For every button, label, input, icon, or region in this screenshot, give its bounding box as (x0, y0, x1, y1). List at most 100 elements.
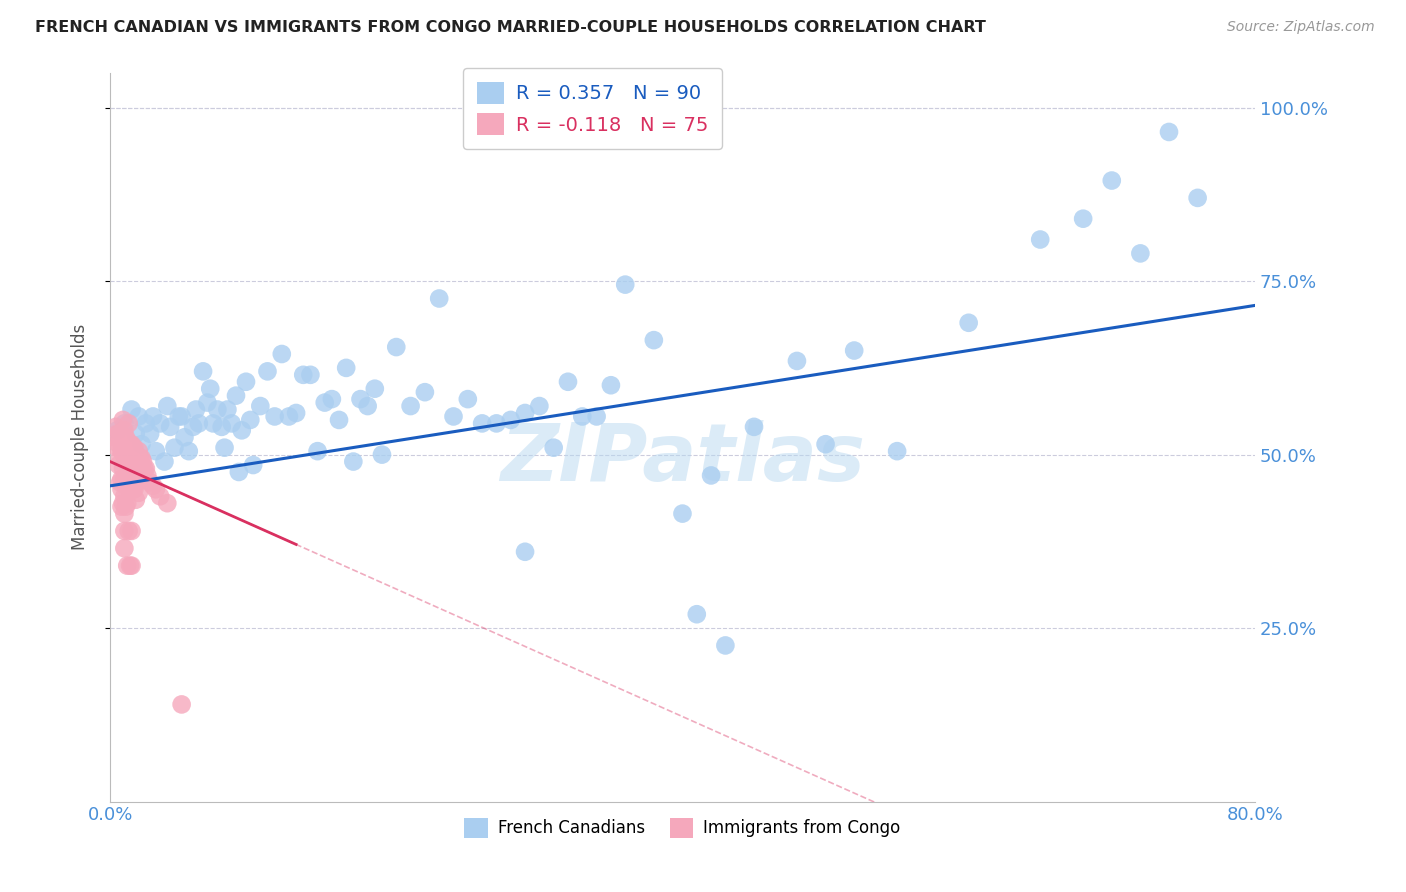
Point (1129, 246, 1152, 260)
Point (285, 406, 308, 420)
Point (112, 423, 135, 437)
Point (385, 340, 408, 354)
Point (120, 479, 142, 493)
Point (217, 402, 239, 417)
Point (321, 392, 343, 406)
Point (121, 437, 143, 451)
Point (127, 454, 149, 468)
Point (700, 468, 723, 483)
Point (114, 500, 136, 514)
Point (112, 524, 135, 538)
Point (121, 524, 143, 538)
Point (114, 430, 136, 444)
Point (844, 343, 866, 358)
Point (135, 417, 157, 431)
Point (124, 441, 146, 455)
Legend: French Canadians, Immigrants from Congo: French Canadians, Immigrants from Congo (458, 812, 907, 844)
Point (112, 417, 135, 431)
Point (270, 347, 292, 361)
Point (131, 437, 153, 451)
Point (814, 437, 837, 451)
Point (124, 483, 146, 497)
Point (307, 444, 329, 458)
Point (108, 426, 131, 441)
Point (202, 417, 225, 431)
Point (118, 479, 141, 493)
Point (110, 444, 132, 458)
Point (742, 420, 765, 434)
Y-axis label: Married-couple Households: Married-couple Households (72, 324, 89, 550)
Point (142, 409, 165, 424)
Point (131, 472, 153, 486)
Point (105, 426, 128, 441)
Point (128, 485, 150, 500)
Point (120, 437, 142, 451)
Point (112, 489, 135, 503)
Point (686, 607, 709, 622)
Point (957, 316, 980, 330)
Point (117, 454, 139, 468)
Point (786, 354, 808, 368)
Point (128, 465, 150, 479)
Point (108, 451, 131, 466)
Point (207, 402, 229, 417)
Point (105, 423, 128, 437)
Point (228, 465, 250, 479)
Point (139, 475, 162, 490)
Point (643, 333, 665, 347)
Point (156, 496, 179, 510)
Point (413, 385, 436, 400)
Point (671, 507, 693, 521)
Point (263, 409, 285, 424)
Point (211, 420, 233, 434)
Point (1071, 211, 1094, 226)
Point (1157, 125, 1180, 139)
Point (513, 406, 536, 420)
Point (125, 472, 148, 486)
Point (117, 558, 139, 573)
Point (122, 461, 145, 475)
Point (181, 420, 204, 434)
Point (104, 420, 127, 434)
Point (1029, 233, 1052, 247)
Point (349, 392, 371, 406)
Point (342, 454, 364, 468)
Point (356, 399, 378, 413)
Point (242, 458, 264, 472)
Point (471, 417, 494, 431)
Point (299, 368, 322, 382)
Point (529, 399, 551, 413)
Point (112, 448, 135, 462)
Point (107, 458, 129, 472)
Point (117, 434, 139, 448)
Point (173, 430, 195, 444)
Point (111, 437, 134, 451)
Point (136, 468, 159, 483)
Point (110, 483, 132, 497)
Point (170, 698, 193, 712)
Point (156, 399, 179, 413)
Point (125, 451, 148, 466)
Point (142, 479, 165, 493)
Point (191, 364, 214, 378)
Point (118, 524, 141, 538)
Point (427, 292, 450, 306)
Point (886, 444, 908, 458)
Point (110, 500, 132, 514)
Point (371, 448, 394, 462)
Point (600, 378, 623, 392)
Point (200, 382, 222, 396)
Point (231, 423, 253, 437)
Point (122, 483, 145, 497)
Point (121, 479, 143, 493)
Point (557, 375, 579, 389)
Point (114, 479, 136, 493)
Point (1187, 191, 1209, 205)
Point (145, 483, 167, 497)
Point (177, 444, 200, 458)
Point (132, 454, 155, 468)
Point (122, 441, 145, 455)
Point (129, 451, 152, 466)
Point (1101, 173, 1123, 187)
Point (485, 417, 508, 431)
